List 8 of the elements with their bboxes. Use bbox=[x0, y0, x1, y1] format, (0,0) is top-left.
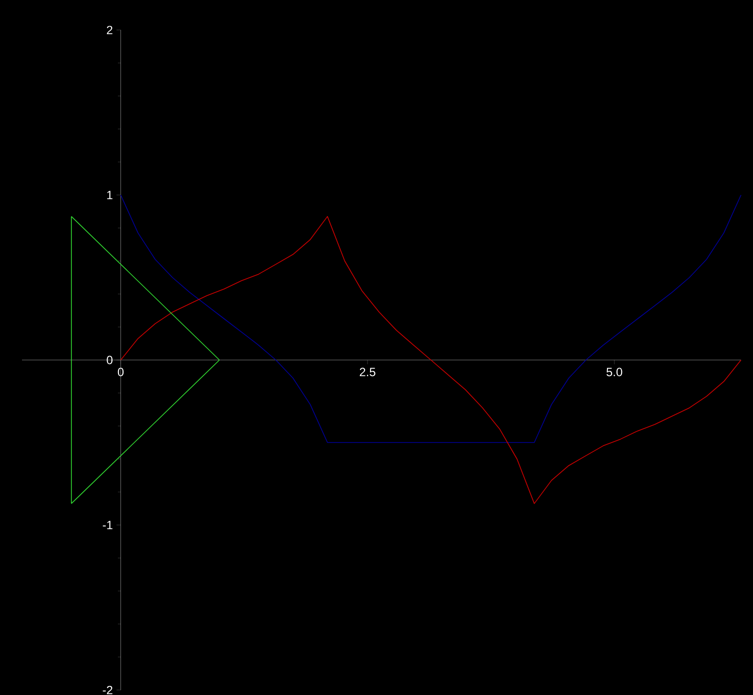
y-tick-label: 0 bbox=[106, 356, 112, 364]
x-tick-label: 0 bbox=[118, 368, 124, 376]
y-tick-label: 2 bbox=[106, 26, 112, 34]
y-tick-label: 1 bbox=[107, 190, 112, 200]
x-tick-label: 5.0 bbox=[606, 368, 622, 376]
y-tick-label: -2 bbox=[102, 686, 112, 694]
y-tick-label: -1 bbox=[102, 520, 112, 530]
x-tick-label: 2.5 bbox=[360, 368, 376, 376]
